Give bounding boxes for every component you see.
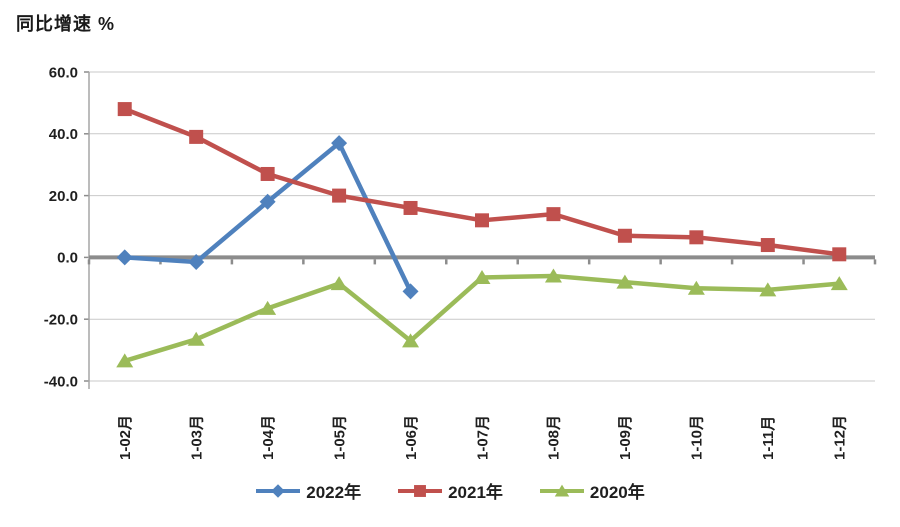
square-marker	[689, 230, 704, 245]
diamond-marker	[271, 483, 286, 498]
y-tick-label: -40.0	[44, 373, 78, 390]
series-line-2022年	[122, 140, 413, 294]
diamond-marker	[331, 135, 348, 152]
square-marker	[475, 213, 489, 228]
x-tick-label: 1-05月	[331, 415, 348, 460]
diamond-marker	[188, 254, 205, 271]
square-marker	[760, 238, 775, 253]
series-2021年	[117, 102, 847, 262]
legend-label: 2022年	[306, 483, 362, 502]
triangle-marker	[116, 353, 134, 368]
y-axis-title: 同比增速 %	[16, 14, 116, 34]
triangle-marker	[402, 333, 420, 348]
triangle-marker	[473, 269, 491, 284]
x-tick-label: 1-02月	[117, 415, 134, 460]
x-tick-label: 1-06月	[403, 415, 420, 460]
square-marker	[332, 188, 347, 203]
x-tick-label: 1-10月	[689, 415, 706, 460]
x-tick-label: 1-12月	[832, 415, 849, 460]
square-marker	[832, 247, 847, 262]
x-tick-label: 1-07月	[474, 415, 491, 460]
legend-triangle-icon	[539, 484, 584, 497]
x-tick-label: 1-04月	[260, 415, 277, 460]
x-axis-ticks	[87, 259, 877, 265]
legend-label: 2021年	[448, 483, 503, 502]
diamond-marker	[116, 249, 133, 266]
triangle-marker	[187, 331, 205, 346]
triangle-marker	[330, 276, 348, 291]
chart-legend: 2022年 2021年 2020年	[0, 478, 900, 503]
legend-square-icon	[398, 484, 443, 497]
y-tick-label: 0.0	[57, 250, 78, 267]
y-tick-label: 60.0	[49, 64, 78, 81]
square-marker	[403, 200, 418, 215]
square-marker	[414, 484, 427, 497]
y-tick-label: -20.0	[44, 311, 78, 328]
y-tick-label: 20.0	[49, 188, 78, 205]
square-marker	[117, 102, 132, 117]
x-tick-label: 1-03月	[188, 415, 205, 460]
triangle-marker	[554, 484, 570, 497]
triangle-marker	[830, 276, 848, 291]
legend-item-2020年: 2020年	[539, 478, 645, 503]
diamond-marker	[259, 193, 276, 210]
triangle-marker	[616, 274, 634, 289]
diamond-marker	[402, 283, 419, 300]
legend-item-2022年: 2022年	[255, 478, 361, 503]
legend-label: 2020年	[589, 483, 645, 502]
triangle-marker	[687, 280, 705, 295]
series-line-2020年	[122, 273, 842, 364]
triangle-marker	[544, 268, 562, 283]
triangle-marker	[259, 300, 277, 315]
square-marker	[546, 207, 561, 222]
legend-diamond-icon	[256, 483, 301, 498]
square-marker	[617, 228, 632, 243]
triangle-marker	[759, 282, 777, 297]
legend-item-2021年: 2021年	[397, 478, 503, 503]
y-tick-label: 40.0	[49, 126, 78, 143]
x-tick-label: 1-09月	[617, 415, 634, 460]
x-tick-label: 1-08月	[546, 415, 563, 460]
x-tick-label: 1-11月	[760, 416, 777, 460]
square-marker	[260, 166, 275, 181]
series-2020年	[116, 268, 848, 368]
series-2022年	[116, 135, 419, 300]
square-marker	[189, 129, 204, 144]
